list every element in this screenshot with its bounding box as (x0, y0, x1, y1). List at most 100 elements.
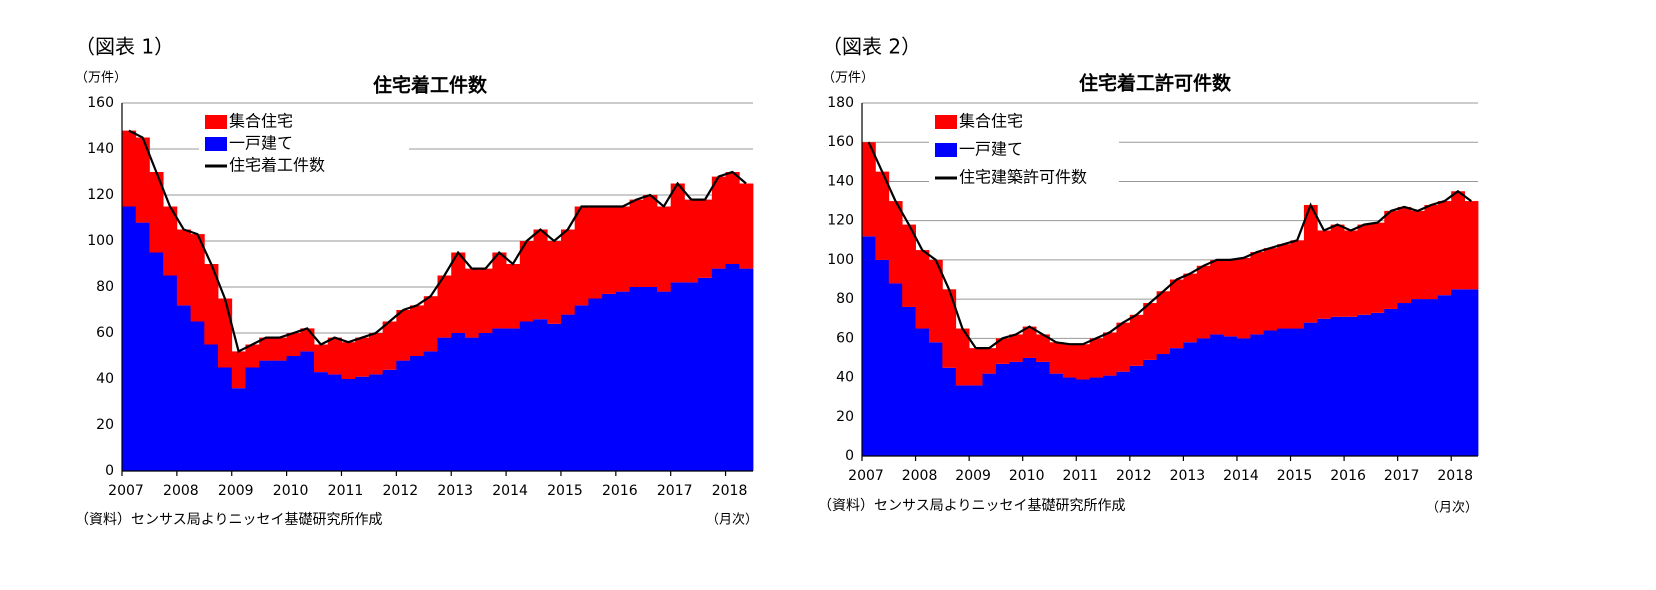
y-tick-label: 160 (827, 134, 854, 150)
bar-segment (982, 348, 997, 374)
bar-segment (245, 367, 260, 471)
bar-segment (272, 360, 288, 471)
bar-segment (1236, 257, 1251, 339)
bar-segment (1263, 330, 1278, 456)
bar-segment (506, 328, 521, 471)
bar-segment (218, 298, 233, 368)
bar-segment (519, 321, 534, 471)
bar-segment (1397, 206, 1412, 304)
bar-segment (1009, 361, 1024, 456)
bar-segment (995, 338, 1010, 364)
y-tick-label: 140 (87, 141, 114, 157)
x-tick-label: 2010 (1009, 468, 1045, 484)
bar-segment (464, 268, 480, 338)
legend-label: 一戸建て (959, 140, 1023, 159)
x-tick-label: 2008 (902, 468, 938, 484)
bar-segment (1357, 224, 1372, 315)
bar-segment (1357, 314, 1372, 456)
bar-segment (437, 275, 452, 338)
bar-segment (928, 342, 943, 456)
x-tick-label: 2008 (163, 483, 199, 499)
bar-segment (1196, 338, 1211, 456)
bar-segment (560, 229, 576, 315)
legend-swatch (205, 137, 227, 151)
y-tick-label: 0 (105, 463, 114, 479)
bar-segment (955, 328, 970, 386)
legend-swatch (935, 143, 957, 157)
bar-segment (314, 372, 329, 471)
bar-segment (190, 234, 205, 322)
y-tick-label: 60 (96, 325, 114, 341)
bar-segment (1277, 244, 1291, 329)
bar-segment (259, 337, 274, 361)
bar-segment (588, 206, 603, 299)
bar-segment (1411, 210, 1425, 300)
x-tick-label: 2018 (712, 483, 748, 499)
y-tick-label: 120 (87, 187, 114, 203)
bar-segment (875, 259, 890, 456)
y-tick-label: 40 (836, 370, 854, 386)
legend-label: 住宅建築許可件数 (959, 168, 1087, 187)
bar-segment (928, 259, 943, 343)
bar-segment (902, 306, 916, 456)
bar-segment (656, 291, 672, 471)
bar-segment (670, 282, 685, 471)
chart-title: 住宅着工件数 (373, 74, 488, 97)
legend-box (199, 110, 409, 180)
bar-segment (423, 351, 438, 471)
bar-segment (492, 328, 507, 471)
bar-segment (888, 201, 903, 284)
bar-segment (519, 241, 534, 322)
bar-segment (942, 367, 957, 456)
bar-segment (464, 337, 480, 471)
bar-segment (1344, 316, 1358, 456)
bar-segment (969, 348, 983, 386)
bar-segment (437, 337, 452, 471)
bar-segment (643, 287, 658, 471)
bar-segment (670, 183, 685, 283)
bar-segment (1370, 222, 1385, 313)
bar-segment (1009, 334, 1024, 362)
bar-segment (955, 385, 970, 456)
x-tick-label: 2013 (1170, 468, 1206, 484)
bar-segment (915, 328, 930, 456)
bar-segment (1036, 334, 1050, 362)
bar-segment (1330, 224, 1345, 317)
y-tick-label: 20 (96, 417, 114, 433)
bar-segment (355, 376, 370, 471)
bar-segment (1196, 265, 1211, 339)
bar-segment (368, 333, 384, 375)
x-tick-label: 2017 (657, 483, 693, 499)
bar-segment (739, 268, 754, 471)
y-tick-label: 0 (845, 448, 854, 464)
y-tick-label: 20 (836, 409, 854, 425)
bar-segment (259, 360, 274, 471)
bar-segment (382, 369, 397, 471)
bar-segment (602, 293, 617, 471)
bar-segment (1089, 338, 1104, 378)
bar-segment (218, 367, 233, 471)
bar-segment (300, 351, 315, 471)
bar-segment (272, 337, 288, 361)
bar-segment (1049, 342, 1064, 374)
bar-segment (574, 305, 589, 471)
x-tick-label: 2012 (1116, 468, 1152, 484)
bar-segment (163, 275, 178, 471)
bar-segment (1062, 377, 1077, 456)
bar-segment (382, 321, 397, 370)
legend-label: 集合住宅 (229, 112, 293, 131)
bar-segment (547, 241, 562, 324)
figure-label: （図表 1） (75, 35, 174, 59)
bar-segment (204, 264, 219, 345)
bar-segment (1223, 336, 1238, 456)
bar-segment (1290, 240, 1305, 329)
x-tick-label: 2015 (547, 483, 583, 499)
bar-segment (478, 333, 493, 471)
bar-segment (1437, 295, 1452, 456)
bar-segment (368, 374, 384, 471)
bar-segment (149, 172, 164, 253)
bar-segment (176, 305, 191, 471)
x-tick-label: 2014 (1223, 468, 1259, 484)
bar-segment (1397, 303, 1412, 456)
bar-segment (1103, 375, 1117, 456)
